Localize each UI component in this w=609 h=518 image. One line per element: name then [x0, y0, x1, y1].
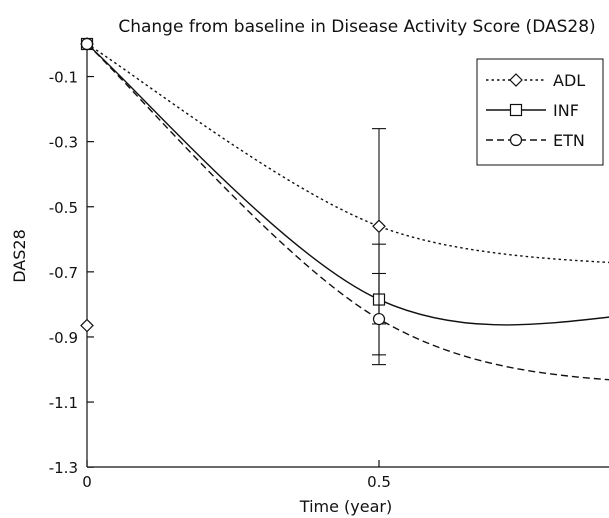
x-axis-ticks: 00.511.5 [82, 460, 391, 491]
y-tick-label: -0.7 [49, 264, 78, 282]
y-axis-label: DAS28 [10, 229, 29, 283]
legend-box [476, 58, 604, 166]
series-line [86, 43, 609, 381]
x-axis-label: Time (year) [299, 497, 392, 516]
x-tick-label: 0.5 [367, 473, 391, 491]
legend-item-adl: ADL [486, 71, 585, 90]
legend-label: ETN [553, 131, 585, 150]
y-tick-label: -0.9 [49, 329, 78, 347]
data-point [80, 318, 94, 333]
legend-item-inf: INF [486, 101, 579, 120]
legend-item-etn: ETN [486, 131, 585, 150]
data-point [372, 312, 386, 326]
data-point [372, 219, 386, 234]
series-line [86, 43, 609, 326]
y-tick-label: -1.3 [49, 459, 78, 477]
series-etn [80, 37, 609, 381]
legend-marker [509, 103, 523, 117]
x-tick-label: 0 [82, 473, 92, 491]
data-point [80, 37, 94, 51]
axes [86, 44, 609, 468]
legend-marker [509, 73, 523, 87]
y-axis-ticks: -0.1 -0.3 -0.5 -0.7 -0.9 -1.1 -1.3 [49, 69, 94, 477]
y-tick-label: -0.5 [49, 199, 78, 217]
legend: ADL INF ETN [476, 58, 604, 166]
y-tick-label: -0.3 [49, 134, 78, 152]
y-tick-label: -1.1 [49, 394, 78, 412]
legend-label: INF [553, 101, 579, 120]
y-tick-label: -0.1 [49, 69, 78, 87]
chart-title: Change from baseline in Disease Activity… [118, 17, 595, 37]
series-line [86, 43, 609, 264]
series-layer [80, 37, 609, 381]
legend-label: ADL [553, 71, 585, 90]
legend-marker [509, 133, 523, 147]
